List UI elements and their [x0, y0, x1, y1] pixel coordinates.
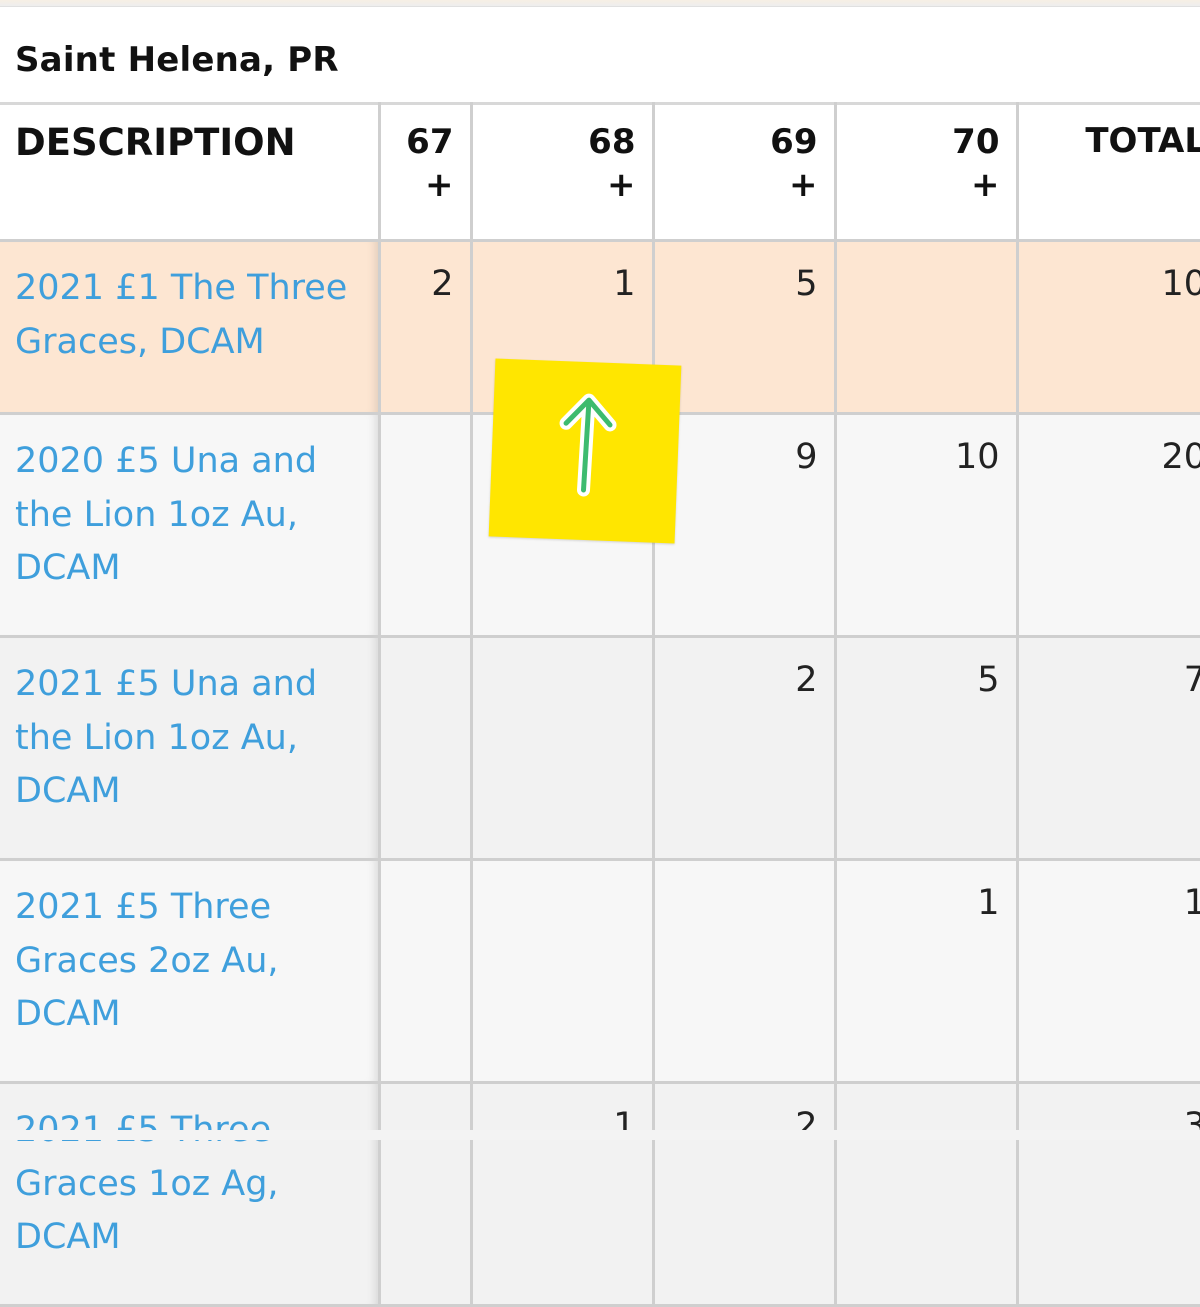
- count-cell-68[interactable]: [469, 636, 655, 861]
- grade-label: 70: [952, 122, 1000, 162]
- count-cell-69[interactable]: 2: [651, 1082, 837, 1307]
- total-cell[interactable]: 20: [1015, 413, 1200, 638]
- description-cell: 2021 £5 Three Graces 2oz Au, DCAM: [0, 859, 381, 1084]
- up-arrow-icon: [559, 393, 617, 497]
- description-cell: 2021 £1 The Three Graces, DCAM: [0, 240, 381, 415]
- total-cell[interactable]: 1: [1015, 859, 1200, 1084]
- total-cell[interactable]: 3: [1015, 1082, 1200, 1307]
- column-header-68[interactable]: 68 +: [469, 102, 655, 242]
- count-cell-70[interactable]: 10: [833, 413, 1019, 638]
- count-cell-69[interactable]: [651, 859, 837, 1084]
- coin-link[interactable]: 2020 £5 Una and the Lion 1oz Au, DCAM: [15, 441, 318, 588]
- total-cell[interactable]: 10: [1015, 240, 1200, 415]
- count-cell-70[interactable]: [833, 240, 1019, 415]
- count-cell-68[interactable]: [469, 859, 655, 1084]
- header-row: DESCRIPTION 67 + 68 + 69 + 70 + TOTAL: [0, 102, 1200, 242]
- count-cell-67[interactable]: [377, 413, 473, 638]
- plus-label: +: [789, 165, 818, 205]
- count-cell-69[interactable]: 2: [651, 636, 837, 861]
- plus-label: +: [607, 165, 636, 205]
- coin-link[interactable]: 2021 £5 Una and the Lion 1oz Au, DCAM: [15, 664, 318, 811]
- column-header-total[interactable]: TOTAL: [1015, 102, 1200, 242]
- count-cell-67[interactable]: 2: [377, 240, 473, 415]
- count-cell-70[interactable]: 1: [833, 859, 1019, 1084]
- grade-label: 67: [406, 122, 454, 162]
- sticky-note: [488, 358, 682, 544]
- region-title: Saint Helena, PR: [15, 40, 339, 80]
- description-cell: 2021 £5 Una and the Lion 1oz Au, DCAM: [0, 636, 381, 861]
- description-cell: 2021 £5 Three Graces 1oz Ag, DCAM: [0, 1082, 381, 1307]
- count-cell-69[interactable]: 9: [651, 413, 837, 638]
- census-table: DESCRIPTION 67 + 68 + 69 + 70 + TOTAL 20…: [0, 102, 1200, 1307]
- total-cell[interactable]: 7: [1015, 636, 1200, 861]
- top-bar: [0, 0, 1200, 7]
- coin-link[interactable]: 2021 £1 The Three Graces, DCAM: [15, 268, 348, 362]
- table-row: 2021 £5 Una and the Lion 1oz Au, DCAM 2 …: [0, 636, 1200, 861]
- count-cell-68[interactable]: 1: [469, 1082, 655, 1307]
- count-cell-67[interactable]: [377, 859, 473, 1084]
- count-cell-67[interactable]: [377, 636, 473, 861]
- next-row-edge: [0, 1130, 1200, 1140]
- column-header-69[interactable]: 69 +: [651, 102, 837, 242]
- grade-label: 69: [770, 122, 818, 162]
- plus-label: +: [971, 165, 1000, 205]
- table-row: 2021 £5 Three Graces 2oz Au, DCAM 1 1: [0, 859, 1200, 1084]
- count-cell-67[interactable]: [377, 1082, 473, 1307]
- grade-label: 68: [588, 122, 636, 162]
- count-cell-70[interactable]: [833, 1082, 1019, 1307]
- column-header-description[interactable]: DESCRIPTION: [0, 102, 381, 242]
- count-cell-70[interactable]: 5: [833, 636, 1019, 861]
- count-cell-69[interactable]: 5: [651, 240, 837, 415]
- plus-label: +: [425, 165, 454, 205]
- coin-link[interactable]: 2021 £5 Three Graces 2oz Au, DCAM: [15, 887, 279, 1034]
- description-cell: 2020 £5 Una and the Lion 1oz Au, DCAM: [0, 413, 381, 638]
- column-header-70[interactable]: 70 +: [833, 102, 1019, 242]
- table-row: 2021 £1 The Three Graces, DCAM 2 1 5 10: [0, 240, 1200, 415]
- column-header-67[interactable]: 67 +: [377, 102, 473, 242]
- table-row: 2021 £5 Three Graces 1oz Ag, DCAM 1 2 3: [0, 1082, 1200, 1307]
